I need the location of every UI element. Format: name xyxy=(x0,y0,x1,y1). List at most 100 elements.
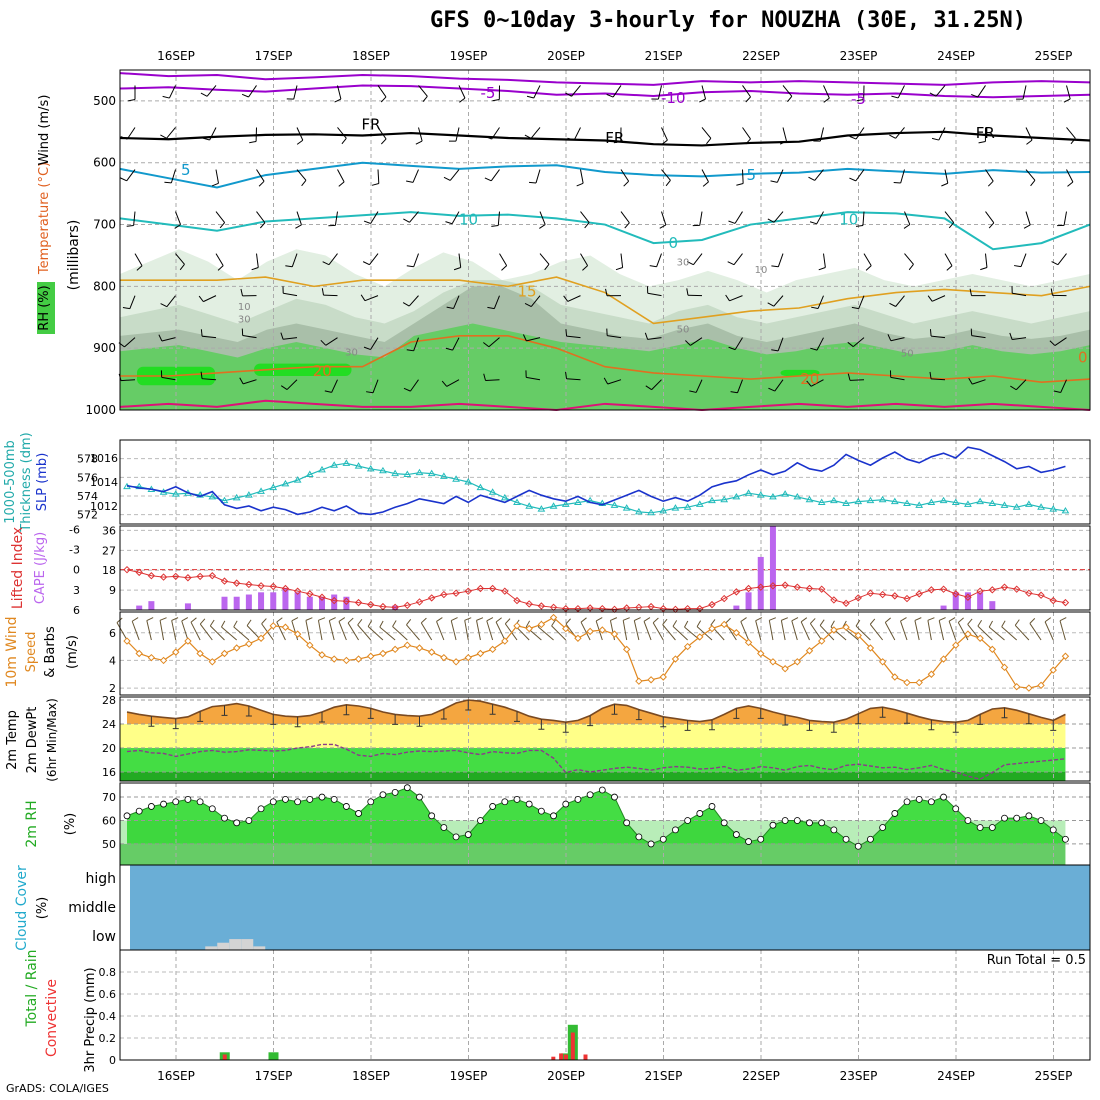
wind-marker xyxy=(622,645,631,654)
surface-wind-barb xyxy=(977,625,993,641)
upper-wind-barb xyxy=(734,211,743,224)
slp-tick-label: 1016 xyxy=(90,452,118,465)
wind-marker xyxy=(683,642,692,651)
upper-wind-barb xyxy=(526,337,541,342)
surface-wind-barb xyxy=(622,620,628,641)
temp-minmax-bar xyxy=(1001,707,1008,719)
upper-wind-barb xyxy=(217,265,224,271)
thickness-tick-label: 578 xyxy=(77,453,98,466)
rh2m-marker xyxy=(891,810,899,817)
rh2m-marker xyxy=(976,824,984,831)
surface-wind-barb xyxy=(199,618,206,625)
upper-wind-barb xyxy=(729,295,743,302)
upper-wind-barb xyxy=(659,224,667,229)
upper-wind-barb xyxy=(808,176,815,181)
surface-wind-barb xyxy=(595,617,603,622)
li-marker xyxy=(513,596,521,605)
surface-wind-barb xyxy=(116,622,128,641)
li-marker xyxy=(708,600,716,609)
li-marker xyxy=(793,583,802,591)
cape-bar xyxy=(258,592,265,610)
li-marker xyxy=(757,583,765,591)
temp-minmax-bar xyxy=(465,700,472,711)
upper-wind-barb xyxy=(539,211,546,225)
li-marker xyxy=(501,587,509,595)
upper-wind-barb xyxy=(1010,385,1017,391)
dewpoint-band xyxy=(120,748,1066,772)
upper-wind-barb xyxy=(603,377,609,385)
rh2m-marker xyxy=(184,796,192,803)
upper-wind-barb xyxy=(988,222,995,229)
upper-wind-barb xyxy=(931,335,946,339)
upper-wind-barb xyxy=(895,295,905,307)
wind-marker xyxy=(379,649,387,658)
surface-wind-barb xyxy=(495,621,506,641)
temp-minmax-bar xyxy=(1025,713,1032,725)
rh-axis-label: RH (%) xyxy=(37,285,52,330)
upper-wind-barb xyxy=(1023,224,1031,229)
wind-marker xyxy=(391,645,399,654)
upper-wind-barb xyxy=(501,265,507,271)
upper-wind-barb xyxy=(889,134,896,139)
li-marker xyxy=(952,590,960,598)
upper-wind-barb xyxy=(487,306,495,310)
upper-wind-barb xyxy=(240,288,243,296)
upper-wind-barb xyxy=(972,379,986,385)
upper-wind-barb xyxy=(695,379,703,393)
surface-wind-barb xyxy=(988,620,993,628)
upper-wind-barb xyxy=(422,95,428,103)
wind-marker xyxy=(854,631,862,640)
upper-wind-barb xyxy=(971,335,986,339)
upper-wind-barb xyxy=(283,337,298,340)
precip-conv-bar xyxy=(583,1054,588,1060)
thickness-marker xyxy=(793,492,802,500)
surface-wind-barb xyxy=(800,617,808,623)
surface-wind-barb xyxy=(131,621,140,641)
upper-wind-barb xyxy=(904,211,911,225)
li-marker xyxy=(562,604,570,613)
temp-contour-20 xyxy=(120,335,1091,383)
temp-contour-15 xyxy=(120,276,1091,325)
thickness-marker xyxy=(988,499,997,506)
wind-tick-label: 2 xyxy=(109,682,116,695)
wind-marker xyxy=(915,678,923,687)
upper-wind-barb xyxy=(202,137,210,141)
surface-wind-barb xyxy=(276,617,283,623)
li-marker xyxy=(537,602,546,610)
surface-wind-barb xyxy=(725,617,731,624)
rh2m-marker xyxy=(684,817,692,824)
surface-wind-barb xyxy=(1029,623,1042,641)
upper-wind-barb xyxy=(453,267,461,271)
surface-wind-barb xyxy=(476,617,484,621)
surface-wind-barb xyxy=(451,617,458,622)
temp-minmax-bar xyxy=(757,708,764,719)
upper-wind-barb xyxy=(242,379,257,385)
surface-wind-barb xyxy=(131,617,139,622)
upper-wind-barb xyxy=(499,253,508,266)
contour-label: -10 xyxy=(661,89,686,107)
rh2m-marker xyxy=(416,793,423,801)
surface-wind-barb xyxy=(810,618,816,624)
temp-tick-label: 24 xyxy=(102,718,116,731)
wind-marker xyxy=(976,634,984,642)
li-marker xyxy=(354,598,363,607)
wind-marker xyxy=(842,623,850,631)
temp-minmax-bar xyxy=(611,704,618,715)
temp-minmax-bar xyxy=(392,714,399,725)
upper-wind-barb xyxy=(814,169,824,181)
upper-wind-barb xyxy=(647,292,662,297)
thickness-marker xyxy=(610,501,619,508)
thickness-marker xyxy=(659,506,668,514)
cape-bar xyxy=(136,605,143,610)
temp-minmax-bar xyxy=(952,722,959,733)
wind-marker xyxy=(939,655,948,663)
rh2m-axis-label: (%) xyxy=(63,813,78,836)
temp-minmax-bar xyxy=(660,716,667,728)
thickness-marker xyxy=(1000,501,1009,508)
cape-bar xyxy=(270,592,277,610)
cape-bar xyxy=(148,601,155,610)
wind-marker xyxy=(281,623,290,631)
rh2m-marker xyxy=(477,817,484,824)
wind-marker xyxy=(793,658,802,666)
surface-wind-barb xyxy=(495,617,502,623)
